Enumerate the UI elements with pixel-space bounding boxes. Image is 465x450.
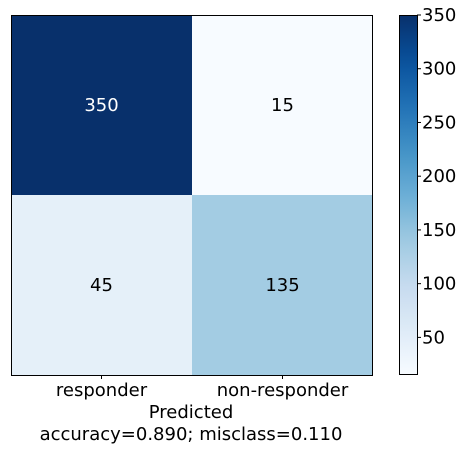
plot-frame	[11, 15, 373, 376]
accuracy-caption: accuracy=0.890; misclass=0.110	[40, 424, 343, 445]
colorbar-tick-label: 250	[422, 112, 456, 133]
heatmap-cell	[11, 15, 192, 195]
colorbar-tick-label: 350	[422, 5, 456, 26]
colorbar-tick-label: 150	[422, 220, 456, 241]
x-axis-label: Predicted	[149, 402, 234, 423]
heatmap-cells: 350 15 45 135	[11, 15, 373, 375]
cell-value-label: 15	[271, 95, 294, 116]
colorbar-frame	[399, 15, 418, 375]
heatmap-cell	[11, 195, 192, 375]
colorbar-tick-label: 300	[422, 59, 456, 80]
x-tick-label: non-responder	[217, 380, 349, 401]
colorbar-ticks: 50 100 150 200 250 300 350	[417, 5, 456, 348]
colorbar	[399, 15, 417, 375]
x-tick-label: responder	[56, 380, 148, 401]
heatmap-cell	[192, 15, 373, 195]
cell-value-label: 135	[265, 275, 299, 296]
colorbar-tick-label: 50	[422, 327, 445, 348]
colorbar-tick-label: 200	[422, 166, 456, 187]
heatmap-cell	[192, 195, 373, 375]
colorbar-tick-label: 100	[422, 274, 456, 295]
x-axis-ticks: responder non-responder	[56, 375, 349, 401]
cell-value-label: 350	[84, 95, 118, 116]
cell-value-label: 45	[90, 275, 113, 296]
